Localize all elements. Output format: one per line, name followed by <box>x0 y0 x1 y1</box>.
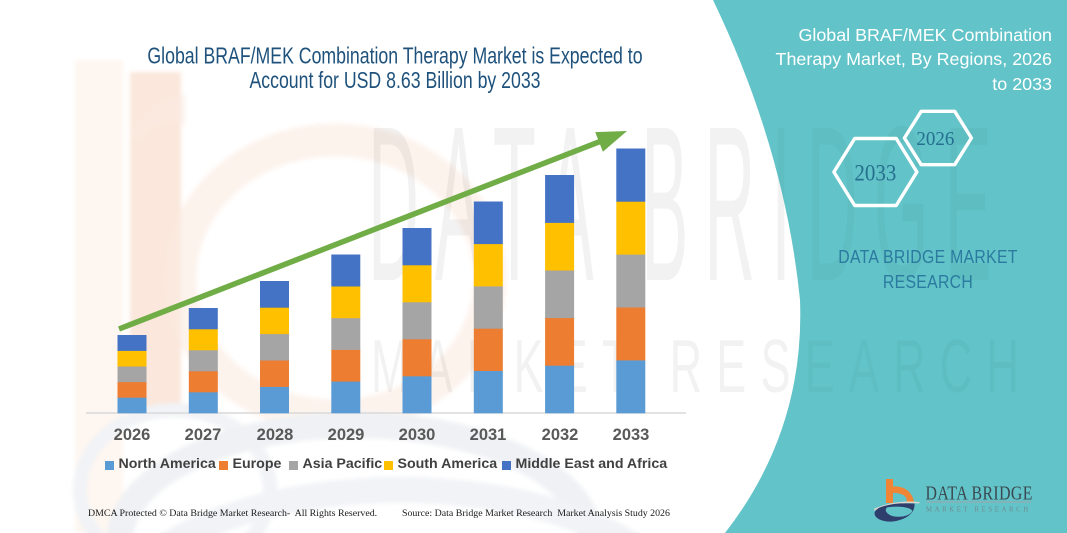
svg-text:2026: 2026 <box>916 127 954 150</box>
svg-text:MARKET RESEARCH: MARKET RESEARCH <box>926 507 1031 514</box>
svg-text:DATA BRIDGE: DATA BRIDGE <box>926 482 1033 504</box>
svg-text:2033: 2033 <box>854 159 896 185</box>
svg-text:MARKET RESEARCH: MARKET RESEARCH <box>371 325 1033 409</box>
